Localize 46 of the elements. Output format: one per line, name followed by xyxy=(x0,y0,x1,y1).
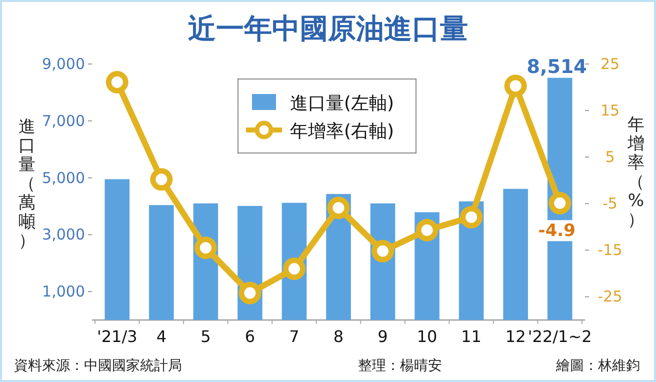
x-tick-label: 11 xyxy=(461,327,482,346)
bar xyxy=(149,205,174,320)
y2-axis-title: 年增率（%） xyxy=(628,115,644,230)
x-tick-label: '22/1~2 xyxy=(528,327,592,346)
point xyxy=(372,240,394,262)
x-tick-label: 9 xyxy=(378,327,388,346)
bar xyxy=(503,188,528,320)
x-tick-label: 7 xyxy=(289,327,300,346)
y-tick-label: 7,000 xyxy=(42,112,85,130)
point xyxy=(504,74,527,98)
point xyxy=(282,258,306,280)
y2-tick-label: -5 xyxy=(602,194,618,213)
point xyxy=(460,206,483,228)
x-tick-label: '21/3 xyxy=(96,327,138,346)
y-tick-label: 1,000 xyxy=(42,282,85,301)
point xyxy=(106,70,128,94)
y2-tick-label: -15 xyxy=(598,241,622,260)
point xyxy=(416,218,438,242)
chart-title: 近一年中國原油進口量 xyxy=(188,12,468,45)
data-label: 8,514 xyxy=(526,56,587,78)
data-label: -4.9 xyxy=(538,221,576,242)
x-tick-label: 6 xyxy=(244,327,256,346)
point xyxy=(548,192,572,214)
y-axis-title: 進口量（萬噸） xyxy=(18,117,36,251)
y2-tick-label: 15 xyxy=(600,102,620,120)
y2-tick-label: 5 xyxy=(605,148,615,166)
source-note: 資料來源：中國國家統計局 xyxy=(14,358,182,374)
y-tick-label: 5,000 xyxy=(42,168,85,187)
y-tick-label: 9,000 xyxy=(42,55,85,73)
x-tick-label: 8 xyxy=(333,327,344,346)
y-tick-label: 3,000 xyxy=(42,226,85,244)
x-tick-label: 10 xyxy=(416,327,438,346)
text: 整理：楊晴安 xyxy=(358,358,442,374)
point xyxy=(194,236,217,260)
x-tick-label: 5 xyxy=(200,327,211,346)
legend-label: 進口量(左軸) xyxy=(290,93,394,114)
text: 繪圖：林維鈞 xyxy=(555,358,640,374)
point xyxy=(327,196,350,220)
point xyxy=(150,168,173,191)
bar xyxy=(104,179,130,320)
legend-label: 年增率(右軸) xyxy=(290,121,394,142)
y2-tick-label: 25 xyxy=(600,55,620,73)
y2-tick-label: -25 xyxy=(598,288,622,306)
x-tick-label: 4 xyxy=(156,327,167,346)
point xyxy=(238,282,262,304)
x-tick-label: 12 xyxy=(505,327,526,346)
